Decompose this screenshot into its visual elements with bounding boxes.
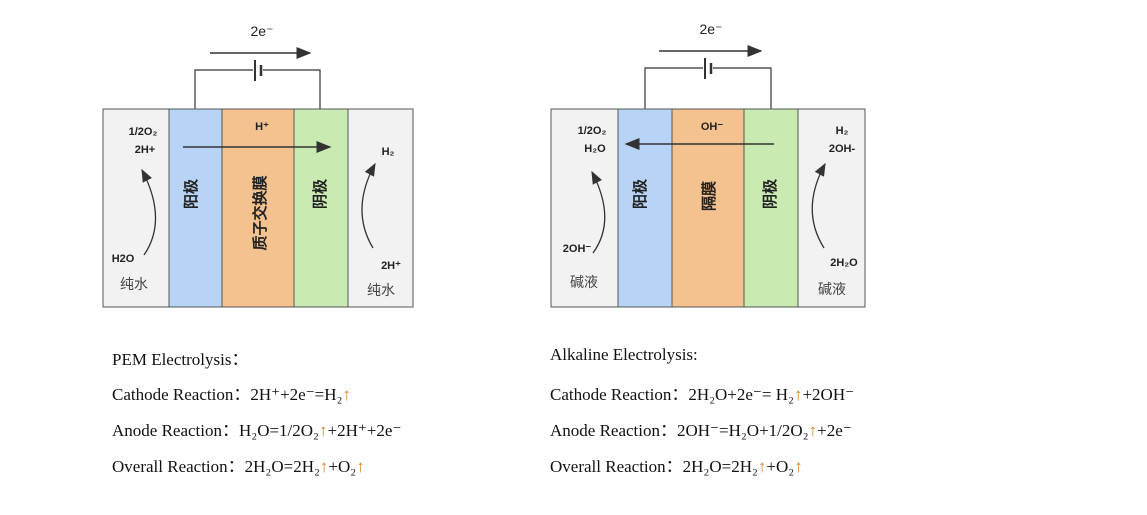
- species-label: 1/2O₂: [129, 126, 158, 138]
- species-label: 2H₂O: [830, 257, 858, 269]
- anode: [168, 108, 223, 308]
- circuit-wire: [194, 69, 321, 109]
- membrane: [221, 108, 295, 308]
- membrane-label: 质子交换膜: [251, 175, 269, 250]
- pem-electron-label: 2e⁻: [251, 23, 274, 39]
- gas-arrow-icon: ↑: [319, 421, 328, 440]
- ion-label: OH⁻: [701, 121, 724, 133]
- species-label: H₂O: [584, 143, 606, 155]
- cathode-chamber: [347, 108, 414, 308]
- flow-arrow: [591, 170, 606, 254]
- medium-label: 纯水: [367, 282, 395, 298]
- anode-chamber: [550, 108, 619, 308]
- alkaline-equation-title: Alkaline Electrolysis:: [550, 345, 698, 364]
- alkaline-cell: 2e⁻ OH⁻ 阳极 隔膜 阴极 1/2O₂ H₂O 2OH⁻ 碱液 H₂ 2O…: [550, 21, 866, 308]
- species-label: 2H⁺: [381, 260, 401, 272]
- alkaline-electron-label: 2e⁻: [700, 21, 723, 37]
- membrane: [671, 108, 745, 308]
- flow-arrow: [141, 168, 157, 256]
- anode-label: 阳极: [631, 178, 649, 209]
- species-label: 2OH-: [829, 143, 856, 155]
- pem-cell: 2e⁻ H⁺ 阳极 质子交换膜 阴极 1/2O₂ 2H+ H2O 纯水 H₂ 2…: [102, 23, 414, 308]
- species-label: 2OH⁻: [563, 243, 592, 255]
- cathode: [743, 108, 799, 308]
- medium-label: 碱液: [570, 274, 598, 290]
- gas-arrow-icon: ↑: [808, 421, 818, 440]
- species-label: H₂: [836, 125, 849, 137]
- pem-cathode-reaction: Cathode Reaction：2H⁺+2e⁻=H₂↑: [112, 385, 351, 404]
- flow-arrow: [811, 162, 826, 249]
- species-label: H2O: [112, 253, 135, 265]
- gas-arrow-icon: ↑: [757, 457, 767, 476]
- species-label: 2H+: [135, 144, 156, 156]
- alkaline-anode-reaction: Anode Reaction：2OH⁻=H₂O+1/2O₂↑+2e⁻: [550, 421, 852, 440]
- cathode-label: 阴极: [311, 178, 329, 209]
- medium-label: 纯水: [120, 276, 148, 292]
- gas-arrow-icon: ↑: [342, 385, 351, 404]
- ion-label: H⁺: [255, 121, 269, 133]
- pem-equation-title: PEM Electrolysis：: [112, 350, 249, 369]
- alkaline-cathode-reaction: Cathode Reaction：2H₂O+2e⁻= H₂↑+2OH⁻: [550, 385, 855, 404]
- pem-overall-reaction: Overall Reaction：2H₂O=2H₂↑+O₂↑: [112, 457, 365, 476]
- alkaline-overall-reaction: Overall Reaction：2H₂O=2H₂↑+O₂↑: [550, 457, 803, 476]
- gas-arrow-icon: ↑: [793, 385, 803, 404]
- species-label: 1/2O₂: [578, 125, 607, 137]
- cathode-chamber: [797, 108, 866, 308]
- flow-arrow: [361, 162, 376, 249]
- medium-label: 碱液: [818, 281, 846, 297]
- pem-anode-reaction: Anode Reaction：H₂O=1/2O₂↑+2H⁺+2e⁻: [112, 421, 402, 440]
- gas-arrow-icon: ↑: [319, 457, 329, 476]
- gas-arrow-icon: ↑: [794, 457, 803, 476]
- circuit-wire: [644, 67, 772, 109]
- membrane-label: 隔膜: [700, 181, 718, 211]
- cathode-label: 阴极: [761, 178, 779, 209]
- gas-arrow-icon: ↑: [356, 457, 365, 476]
- species-label: H₂: [382, 146, 395, 158]
- anode-label: 阳极: [182, 178, 200, 209]
